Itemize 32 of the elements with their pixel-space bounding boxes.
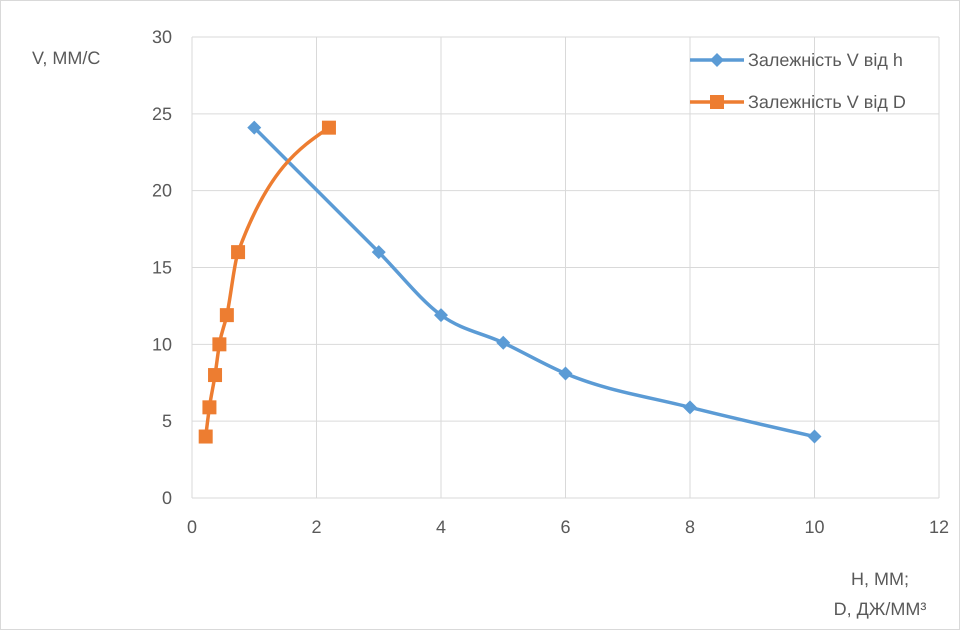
point — [496, 336, 510, 350]
point — [208, 368, 222, 382]
legend-label: Залежність V від h — [748, 50, 903, 70]
y-axis-title: V, ММ/С — [32, 48, 100, 68]
y-tick-label: 30 — [152, 27, 172, 47]
x-tick-label: 10 — [804, 517, 825, 537]
x-axis-title: H, ММ; D, ДЖ/ММ³ — [834, 569, 926, 619]
y-tick-label: 0 — [162, 488, 172, 508]
point — [322, 120, 336, 135]
point — [220, 308, 234, 322]
x-tick-label: 12 — [928, 517, 950, 537]
y-tick-label: 15 — [152, 258, 172, 278]
point — [808, 430, 822, 444]
point — [247, 120, 262, 135]
point — [231, 245, 246, 260]
y-tick-label: 20 — [152, 180, 172, 201]
point — [198, 430, 213, 444]
point — [683, 400, 697, 414]
point — [558, 366, 572, 381]
y-tick-label: 10 — [152, 334, 172, 354]
y-tick-label: 5 — [162, 411, 172, 432]
point — [202, 400, 216, 414]
x-tick-label: 2 — [311, 517, 322, 537]
x-tick-label: 4 — [436, 517, 446, 537]
x-tick-label: 6 — [560, 517, 571, 537]
x-tick-label: 0 — [186, 517, 198, 537]
point — [212, 337, 226, 352]
legend-label: Залежність V від D — [748, 92, 906, 112]
point — [372, 245, 386, 260]
y-tick-label: 25 — [152, 104, 172, 124]
x-tick-label: 8 — [684, 517, 696, 537]
point — [434, 308, 448, 322]
